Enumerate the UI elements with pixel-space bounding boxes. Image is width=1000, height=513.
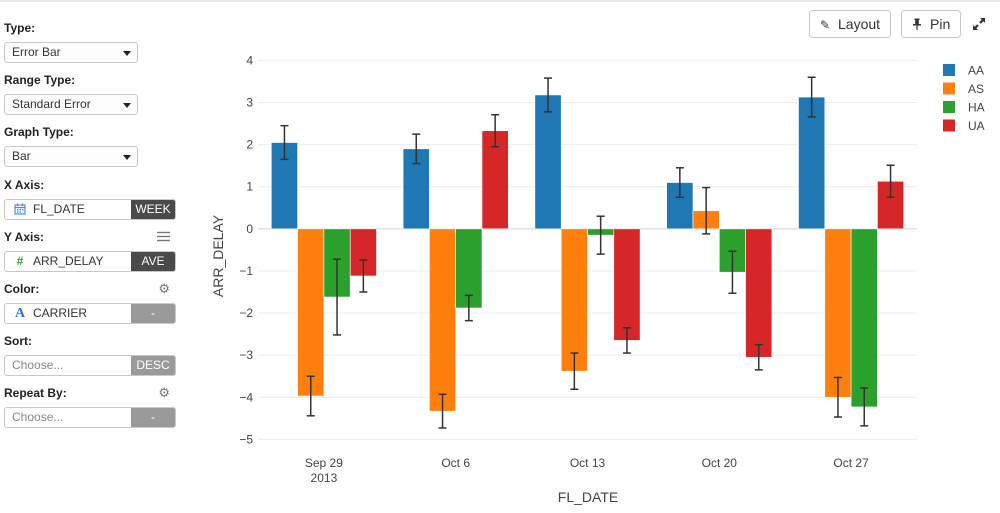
caret-down-icon <box>123 51 131 56</box>
repeat-by-placeholder: Choose... <box>12 410 64 424</box>
sort-control: Sort: Choose... DESC <box>4 333 176 376</box>
x-tick-label: Sep 29 <box>305 456 343 470</box>
y-axis-field[interactable]: # ARR_DELAY AVE <box>4 251 176 272</box>
color-column: CARRIER <box>33 306 88 320</box>
legend-swatch-ha <box>943 101 955 113</box>
legend: AA AS HA UA <box>943 64 985 133</box>
pin-button-label: Pin <box>930 16 951 32</box>
type-select-value: Error Bar <box>12 45 61 59</box>
legend-label-ua: UA <box>968 119 985 133</box>
y-tick-label: 2 <box>246 138 253 152</box>
x-axis-field[interactable]: FL_DATE WEEK <box>4 199 176 220</box>
y-axis-column: ARR_DELAY <box>33 254 104 268</box>
color-control: Color: ⚙ A CARRIER - <box>4 281 176 324</box>
range-type-label: Range Type: <box>4 73 76 87</box>
range-type-select[interactable]: Standard Error <box>4 94 138 115</box>
graph-type-control: Graph Type: Bar <box>4 124 176 167</box>
calendar-icon <box>13 200 27 219</box>
x-axis-label: X Axis: <box>4 178 45 192</box>
caret-down-icon <box>123 103 131 108</box>
color-option-button[interactable]: - <box>131 304 175 323</box>
repeat-by-label: Repeat By: <box>4 386 67 400</box>
text-a-icon: A <box>14 306 26 321</box>
y-tick-label: 0 <box>246 222 253 236</box>
bar-ua <box>745 228 773 358</box>
x-axis-column: FL_DATE <box>33 202 85 216</box>
gear-icon[interactable]: ⚙ <box>158 385 170 400</box>
color-label: Color: <box>4 282 40 296</box>
y-axis-aggregation-button[interactable]: AVE <box>131 252 175 271</box>
legend-swatch-aa <box>943 64 955 76</box>
legend-swatch-as <box>943 82 955 95</box>
y-tick-label: 4 <box>246 53 253 67</box>
y-axis-label-row: Y Axis: <box>4 229 176 245</box>
legend-label-aa: AA <box>968 64 984 78</box>
y-axis-title: ARR_DELAY <box>210 214 226 297</box>
legend-swatch-ua <box>943 119 955 132</box>
repeat-by-option-button[interactable]: - <box>131 408 175 427</box>
y-tick-label: 3 <box>246 96 253 110</box>
bar-as <box>429 228 456 412</box>
repeat-by-control: Repeat By: ⚙ Choose... - <box>4 385 176 428</box>
sort-field[interactable]: Choose... DESC <box>4 355 176 376</box>
layout-button[interactable]: ✎ Layout <box>809 10 892 38</box>
sort-label: Sort: <box>4 334 32 348</box>
hash-icon: # <box>16 254 24 268</box>
pin-button[interactable]: Pin <box>901 10 962 38</box>
x-tick-label: Oct 27 <box>833 456 869 470</box>
caret-down-icon <box>123 155 131 160</box>
y-axis-control: Y Axis: # ARR_DELAY AVE <box>4 229 176 272</box>
y-tick-label: −2 <box>239 306 253 320</box>
graph-type-select[interactable]: Bar <box>4 146 138 167</box>
y-tick-label: −1 <box>239 264 253 278</box>
gear-icon[interactable]: ⚙ <box>158 281 170 296</box>
pin-icon <box>912 12 926 38</box>
bar-aa <box>534 94 562 230</box>
y-tick-label: 1 <box>246 180 253 194</box>
x-axis-control: X Axis: FL_DATE WEEK <box>4 177 176 220</box>
bar-ha <box>850 228 878 408</box>
x-axis-title: FL_DATE <box>558 489 618 505</box>
expand-icon[interactable] <box>969 14 989 34</box>
x-axis-aggregation-button[interactable]: WEEK <box>131 200 175 219</box>
bars <box>270 94 905 412</box>
top-border <box>0 0 1000 2</box>
graph-type-label: Graph Type: <box>4 125 74 139</box>
range-type-select-value: Standard Error <box>12 97 91 111</box>
bar-as <box>297 228 325 397</box>
x-tick-label: Oct 6 <box>441 456 470 470</box>
color-label-row: Color: ⚙ <box>4 281 176 297</box>
y-axis-label: Y Axis: <box>4 230 45 244</box>
error-bars <box>280 76 895 429</box>
pencil-icon: ✎ <box>820 18 831 32</box>
graph-type-select-value: Bar <box>12 149 31 163</box>
legend-label-ha: HA <box>968 101 985 115</box>
y-tick-label: −4 <box>239 390 253 404</box>
type-select[interactable]: Error Bar <box>4 42 138 63</box>
layout-button-label: Layout <box>838 16 881 32</box>
sort-placeholder: Choose... <box>12 358 64 372</box>
repeat-by-field[interactable]: Choose... - <box>4 407 176 428</box>
x-tick-sublabel: 2013 <box>311 471 338 485</box>
y-tick-label: −3 <box>239 348 253 362</box>
range-type-control: Range Type: Standard Error <box>4 72 176 115</box>
y-tick-label: −5 <box>239 432 253 446</box>
x-tick-label: Oct 13 <box>570 456 606 470</box>
bar-ua <box>613 228 641 341</box>
bar-as <box>560 228 588 372</box>
type-label: Type: <box>4 21 36 35</box>
repeat-by-label-row: Repeat By: ⚙ <box>4 385 176 401</box>
legend-label-as: AS <box>968 82 984 96</box>
bar-as <box>824 228 852 398</box>
list-icon[interactable] <box>157 229 170 246</box>
x-tick-label: Oct 20 <box>702 456 738 470</box>
color-field[interactable]: A CARRIER - <box>4 303 176 324</box>
sort-order-button[interactable]: DESC <box>131 356 175 375</box>
type-control: Type: Error Bar <box>4 20 176 63</box>
